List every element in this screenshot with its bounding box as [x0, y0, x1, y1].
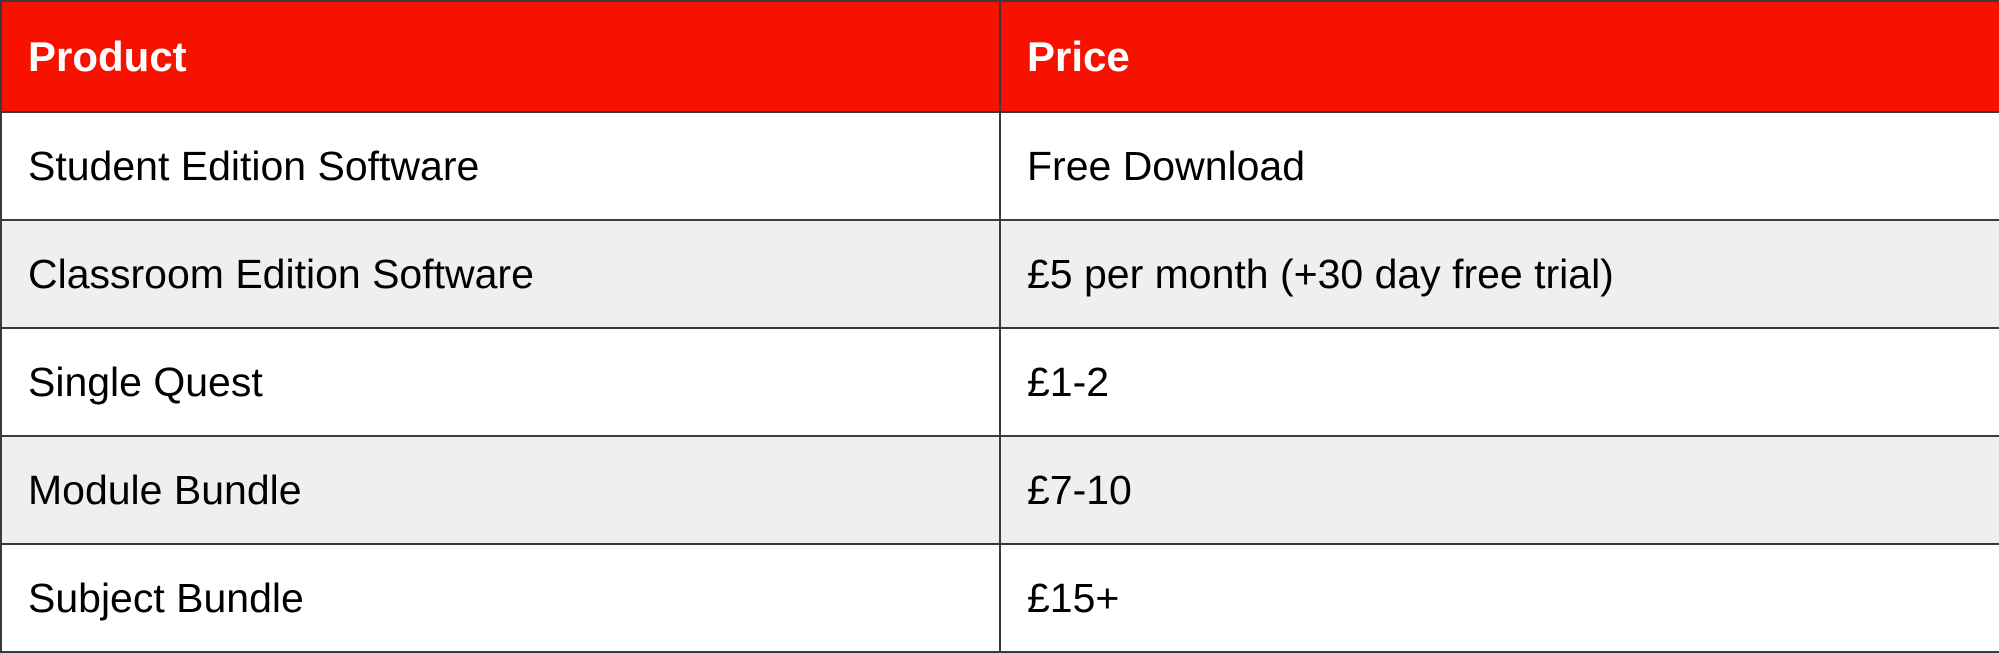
- product-cell: Subject Bundle: [0, 543, 1001, 653]
- table-row: Classroom Edition Software £5 per month …: [0, 219, 1999, 329]
- product-cell: Single Quest: [0, 327, 1001, 437]
- product-cell: Classroom Edition Software: [0, 219, 1001, 329]
- table-row: Student Edition Software Free Download: [0, 111, 1999, 221]
- price-cell: £7-10: [999, 435, 1999, 545]
- table-body: Student Edition Software Free Download C…: [0, 111, 1999, 653]
- price-cell: Free Download: [999, 111, 1999, 221]
- header-row: Product Price: [0, 0, 1999, 113]
- price-cell: £1-2: [999, 327, 1999, 437]
- table-row: Module Bundle £7-10: [0, 435, 1999, 545]
- price-cell: £5 per month (+30 day free trial): [999, 219, 1999, 329]
- header-product: Product: [0, 0, 1001, 113]
- table-row: Single Quest £1-2: [0, 327, 1999, 437]
- table-header: Product Price: [0, 0, 1999, 113]
- table-row: Subject Bundle £15+: [0, 543, 1999, 653]
- product-cell: Module Bundle: [0, 435, 1001, 545]
- product-cell: Student Edition Software: [0, 111, 1001, 221]
- header-price: Price: [999, 0, 1999, 113]
- price-cell: £15+: [999, 543, 1999, 653]
